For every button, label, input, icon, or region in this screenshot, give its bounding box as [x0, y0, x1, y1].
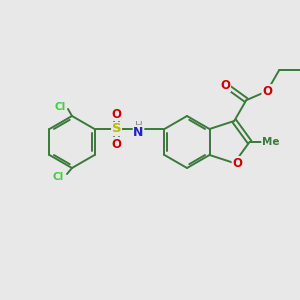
- Text: Me: Me: [262, 137, 279, 147]
- Text: O: O: [220, 79, 230, 92]
- Text: Cl: Cl: [52, 172, 64, 182]
- Text: Cl: Cl: [54, 102, 66, 112]
- Text: O: O: [112, 137, 122, 151]
- Text: O: O: [262, 85, 272, 98]
- Text: O: O: [112, 107, 122, 121]
- Text: S: S: [112, 122, 121, 136]
- Text: N: N: [133, 125, 144, 139]
- Text: H: H: [135, 121, 142, 131]
- Text: O: O: [232, 157, 242, 169]
